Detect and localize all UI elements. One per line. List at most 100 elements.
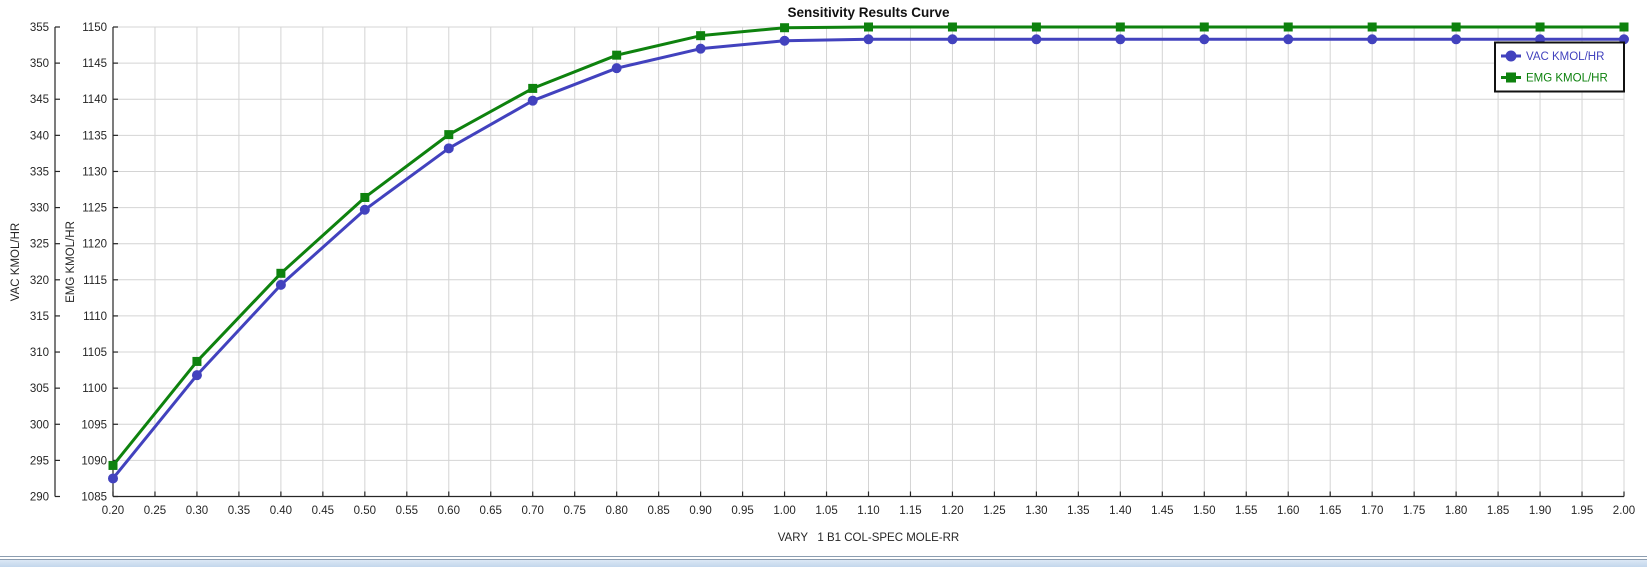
axes: [54, 26, 1625, 498]
x-tick-label: 0.55: [396, 505, 418, 517]
data-point: [1367, 22, 1377, 32]
emg-tick-label: 1100: [82, 383, 107, 395]
legend-box: [1494, 41, 1625, 93]
x-tick-label: 0.30: [186, 505, 208, 517]
x-tick-label: 1.65: [1319, 505, 1341, 517]
legend-marker-circle: [1505, 50, 1517, 62]
legend[interactable]: VAC KMOL/HR EMG KMOL/HR: [1494, 41, 1625, 93]
data-point: [1283, 22, 1293, 32]
emg-tick-label: 1145: [82, 58, 107, 70]
x-tick-label: 0.75: [563, 505, 585, 517]
data-point: [1451, 34, 1462, 45]
x-tick-label: 1.85: [1487, 505, 1509, 517]
status-strip: [0, 560, 1647, 567]
x-tick-label: 1.20: [941, 505, 963, 517]
vac-tick-label: 330: [30, 203, 49, 215]
x-tick-label: 0.65: [480, 505, 502, 517]
emg-tick-label: 1130: [82, 166, 107, 178]
x-tick-label: 1.10: [857, 505, 879, 517]
vac-tick-label: 320: [30, 275, 49, 287]
border-line-bottom: [0, 559, 1647, 560]
series-emg: [108, 22, 1629, 470]
data-point: [443, 143, 454, 154]
legend-marker-square: [1506, 72, 1516, 83]
x-tick-label: 0.25: [144, 505, 166, 517]
data-point: [696, 31, 706, 41]
data-point: [1619, 22, 1629, 32]
vac-tick-label: 315: [30, 311, 49, 323]
x-tick-label: 1.95: [1571, 505, 1593, 517]
data-point: [191, 370, 202, 381]
x-tick-label: 0.35: [228, 505, 250, 517]
data-point: [1199, 22, 1209, 32]
legend-label: EMG KMOL/HR: [1526, 73, 1608, 85]
vac-tick-label: 325: [30, 239, 49, 251]
data-point: [108, 460, 118, 470]
vac-tick-label: 310: [30, 347, 49, 359]
emg-tick-label: 1135: [82, 130, 107, 142]
emg-tick-label: 1140: [82, 94, 107, 106]
emg-tick-label: 1150: [82, 22, 107, 34]
x-tick-label: 1.25: [983, 505, 1005, 517]
x-tick-label: 1.60: [1277, 505, 1299, 517]
x-tick-label: 1.15: [899, 505, 921, 517]
x-tick-label: 0.80: [605, 505, 627, 517]
x-tick-label: 0.95: [731, 505, 753, 517]
emg-tick-label: 1090: [81, 455, 107, 467]
data-point: [1199, 34, 1210, 45]
x-tick-label: 1.40: [1109, 505, 1131, 517]
series-vac: [108, 34, 1629, 484]
x-tick-label: 0.40: [270, 505, 292, 517]
data-point: [611, 63, 622, 74]
x-tick-label: 0.20: [102, 505, 124, 517]
x-tick-label: 1.05: [815, 505, 837, 517]
data-point: [695, 43, 706, 54]
data-point: [863, 34, 874, 45]
data-point: [1283, 34, 1294, 45]
x-tick-label: 1.50: [1193, 505, 1215, 517]
data-point: [780, 23, 790, 33]
chart-title: Sensitivity Results Curve: [787, 5, 950, 20]
data-point: [1115, 22, 1125, 32]
data-point: [612, 50, 622, 60]
x-tick-label: 1.90: [1529, 505, 1551, 517]
x-tick-label: 1.00: [773, 505, 795, 517]
vac-tick-label: 335: [30, 166, 49, 178]
x-tick-label: 0.50: [354, 505, 376, 517]
data-point: [360, 192, 370, 202]
data-point: [108, 473, 118, 484]
vac-tick-label: 350: [30, 58, 49, 70]
emg-tick-label: 1085: [81, 492, 107, 504]
sensitivity-plot-canvas[interactable]: 0.20 0.25 0.30 0.35 0.40 0.45 0.50 0.55 0.60 0.65…: [0, 0, 1647, 552]
emg-tick-label: 1125: [82, 203, 107, 215]
x-tick-label: 2.00: [1613, 505, 1635, 517]
window-bottom-border: [0, 556, 1647, 567]
vac-tick-label: 355: [30, 22, 49, 34]
data-point: [1535, 22, 1545, 32]
x-tick-label: 0.70: [522, 505, 544, 517]
vac-tick-label: 340: [30, 130, 49, 142]
x-tick-label: 1.80: [1445, 505, 1467, 517]
gridlines: [113, 26, 1625, 497]
x-tick-label: 0.90: [689, 505, 711, 517]
border-gap: [0, 557, 1647, 559]
data-point: [359, 204, 370, 215]
emg-tick-label: 1110: [83, 311, 107, 323]
vac-tick-label: 290: [30, 492, 49, 504]
emg-tick-label: 1115: [83, 275, 107, 287]
vac-axis-title: VAC KMOL/HR: [10, 223, 22, 301]
x-axis-title: VARY 1 B1 COL-SPEC MOLE-RR: [778, 532, 960, 544]
x-tick-label: 0.45: [312, 505, 334, 517]
emg-axis-title: EMG KMOL/HR: [65, 221, 77, 303]
data-point: [276, 268, 286, 278]
data-point: [1451, 22, 1461, 32]
border-line-top: [0, 556, 1647, 557]
data-point: [444, 130, 454, 140]
x-tick-label: 1.30: [1025, 505, 1047, 517]
emg-tick-label: 1120: [82, 239, 107, 251]
emg-tick-label: 1095: [81, 419, 107, 431]
x-tick-label: 0.85: [647, 505, 669, 517]
data-point: [947, 34, 958, 45]
